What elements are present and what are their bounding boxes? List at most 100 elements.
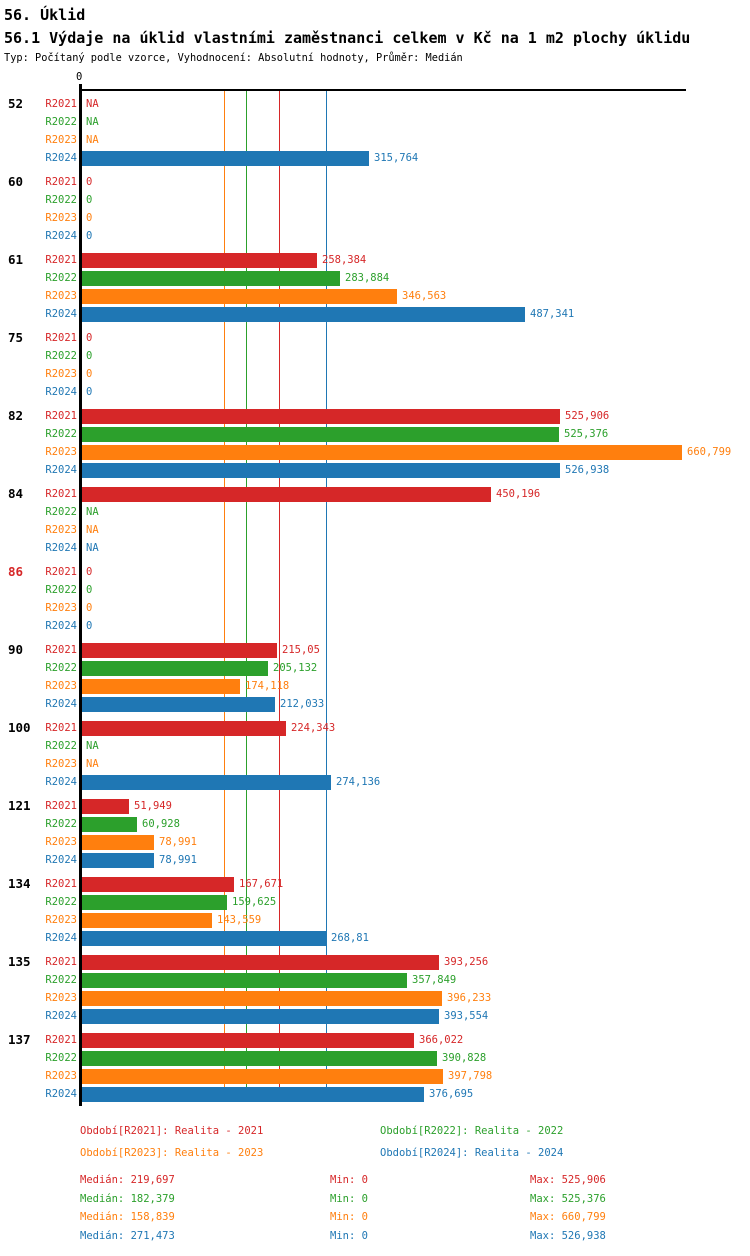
stat-max-r2024: Max: 526,938 <box>530 1230 606 1242</box>
bar-row-137-r2022: R2022 390,828 <box>0 1049 750 1067</box>
median-line-r2022 <box>246 91 247 1102</box>
series-label-r2023: R2023 <box>45 680 77 692</box>
series-label-r2023: R2023 <box>45 1070 77 1082</box>
value-label: 0 <box>86 230 93 242</box>
value-label: 393,554 <box>444 1010 489 1022</box>
series-label-r2023: R2023 <box>45 524 77 536</box>
bar-row-61-r2021: 61 R2021 258,384 <box>0 251 750 269</box>
bar-r2023 <box>82 835 154 850</box>
value-label: 268,81 <box>331 932 369 944</box>
bar-r2022 <box>82 661 268 676</box>
bar-group-100: 100 R2021 224,343 R2022 NA R2023 NA R2024 274,13… <box>0 719 750 791</box>
stat-median-r2023: Medián: 158,839 <box>80 1211 175 1223</box>
bar-row-82-r2023: R2023 660,799 <box>0 443 750 461</box>
bar-row-100-r2021: 100 R2021 224,343 <box>0 719 750 737</box>
stat-median-r2022: Medián: 182,379 <box>80 1193 175 1205</box>
bar-row-137-r2021: 137 R2021 366,022 <box>0 1031 750 1049</box>
value-label: 258,384 <box>322 254 367 266</box>
bar-row-100-r2022: R2022 NA <box>0 737 750 755</box>
bar-row-137-r2023: R2023 397,798 <box>0 1067 750 1085</box>
value-label: NA <box>86 98 99 110</box>
group-label: 84 <box>8 486 24 501</box>
value-label: NA <box>86 758 99 770</box>
value-label: 0 <box>86 176 93 188</box>
series-label-r2024: R2024 <box>45 308 77 320</box>
x-axis-line <box>79 89 686 91</box>
group-label: 90 <box>8 642 24 657</box>
median-line-r2023 <box>224 91 225 1102</box>
value-label: 525,906 <box>565 410 610 422</box>
group-label: 86 <box>8 564 24 579</box>
value-label: 0 <box>86 620 93 632</box>
bar-r2023 <box>82 913 212 928</box>
group-label: 135 <box>8 954 31 969</box>
value-label: 274,136 <box>336 776 381 788</box>
stat-max-r2023: Max: 660,799 <box>530 1211 606 1223</box>
series-label-r2021: R2021 <box>45 332 77 344</box>
value-label: 60,928 <box>142 818 180 830</box>
bar-row-90-r2023: R2023 174,118 <box>0 677 750 695</box>
series-label-r2023: R2023 <box>45 134 77 146</box>
value-label: 0 <box>86 584 93 596</box>
bar-row-75-r2024: R2024 0 <box>0 383 750 401</box>
series-label-r2022: R2022 <box>45 272 77 284</box>
stat-max-r2022: Max: 525,376 <box>530 1193 606 1205</box>
value-label: 167,671 <box>239 878 284 890</box>
bar-r2024 <box>82 775 331 790</box>
series-label-r2021: R2021 <box>45 566 77 578</box>
value-label: 397,798 <box>448 1070 493 1082</box>
stat-min-r2022: Min: 0 <box>330 1193 368 1205</box>
value-label: 78,991 <box>159 854 197 866</box>
chart-title: 56.1 Výdaje na úklid vlastními zaměstnan… <box>4 29 691 47</box>
series-label-r2023: R2023 <box>45 758 77 770</box>
series-label-r2022: R2022 <box>45 974 77 986</box>
bar-r2024 <box>82 1009 439 1024</box>
bar-row-121-r2021: 121 R2021 51,949 <box>0 797 750 815</box>
series-label-r2021: R2021 <box>45 254 77 266</box>
bar-row-60-r2022: R2022 0 <box>0 191 750 209</box>
bar-group-84: 84 R2021 450,196 R2022 NA R2023 NA R2024 NA <box>0 485 750 557</box>
value-label: 487,341 <box>530 308 575 320</box>
series-label-r2021: R2021 <box>45 176 77 188</box>
bar-r2024 <box>82 697 275 712</box>
value-label: 0 <box>86 350 93 362</box>
series-label-r2021: R2021 <box>45 1034 77 1046</box>
series-label-r2022: R2022 <box>45 194 77 206</box>
series-label-r2022: R2022 <box>45 350 77 362</box>
bar-r2021 <box>82 253 317 268</box>
series-label-r2023: R2023 <box>45 290 77 302</box>
bar-row-90-r2022: R2022 205,132 <box>0 659 750 677</box>
value-label: 525,376 <box>564 428 609 440</box>
bar-row-61-r2024: R2024 487,341 <box>0 305 750 323</box>
value-label: 283,884 <box>345 272 390 284</box>
bar-row-134-r2023: R2023 143,559 <box>0 911 750 929</box>
bar-row-75-r2021: 75 R2021 0 <box>0 329 750 347</box>
bar-r2021 <box>82 643 277 658</box>
value-label: 315,764 <box>374 152 419 164</box>
bar-group-86: 86 R2021 0 R2022 0 R2023 0 R2024 0 <box>0 563 750 635</box>
series-label-r2022: R2022 <box>45 116 77 128</box>
series-label-r2024: R2024 <box>45 776 77 788</box>
page-title: 56. Úklid <box>4 6 86 24</box>
series-label-r2023: R2023 <box>45 602 77 614</box>
value-label: NA <box>86 506 99 518</box>
series-label-r2024: R2024 <box>45 932 77 944</box>
bar-row-100-r2024: R2024 274,136 <box>0 773 750 791</box>
bar-r2021 <box>82 1033 414 1048</box>
series-label-r2022: R2022 <box>45 506 77 518</box>
value-label: 450,196 <box>496 488 541 500</box>
bar-row-121-r2022: R2022 60,928 <box>0 815 750 833</box>
value-label: 215,05 <box>282 644 320 656</box>
series-label-r2024: R2024 <box>45 464 77 476</box>
series-label-r2024: R2024 <box>45 698 77 710</box>
series-label-r2021: R2021 <box>45 956 77 968</box>
bar-row-84-r2021: 84 R2021 450,196 <box>0 485 750 503</box>
bar-r2024 <box>82 307 525 322</box>
stat-min-r2021: Min: 0 <box>330 1174 368 1186</box>
group-label: 121 <box>8 798 31 813</box>
series-label-r2022: R2022 <box>45 428 77 440</box>
value-label: 51,949 <box>134 800 172 812</box>
bar-group-90: 90 R2021 215,05 R2022 205,132 R2023 174,118 R20… <box>0 641 750 713</box>
bar-row-90-r2024: R2024 212,033 <box>0 695 750 713</box>
group-label: 137 <box>8 1032 31 1047</box>
